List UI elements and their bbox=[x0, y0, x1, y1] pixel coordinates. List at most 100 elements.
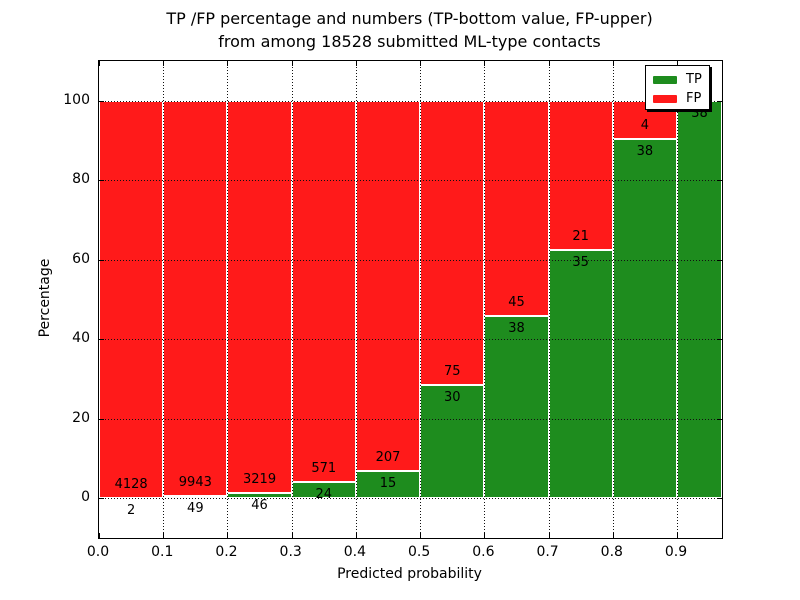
bar-fp-0.6 bbox=[484, 100, 549, 317]
x-tick-mark-top bbox=[292, 61, 293, 66]
y-tick-mark-right bbox=[717, 101, 722, 102]
bar-fp-0.5 bbox=[420, 100, 485, 385]
value-label-fp: 3219 bbox=[243, 471, 277, 487]
x-tick-mark bbox=[356, 533, 357, 538]
legend-item-fp: FP bbox=[653, 90, 709, 107]
y-tick-label: 80 bbox=[72, 171, 90, 188]
chart-title: TP /FP percentage and numbers (TP-bottom… bbox=[98, 7, 721, 53]
x-tick-mark bbox=[227, 533, 228, 538]
bar-tp-0.5 bbox=[420, 384, 485, 499]
gridline-x-0.9 bbox=[677, 61, 678, 538]
value-label-tp: 30 bbox=[443, 389, 461, 405]
gridline-x-0.2 bbox=[227, 61, 228, 538]
value-label-tp: 49 bbox=[187, 501, 204, 517]
bar-fp-0.2 bbox=[227, 100, 292, 493]
y-tick-mark-right bbox=[717, 260, 722, 261]
x-tick-label: 0.8 bbox=[600, 544, 623, 560]
fp-color-swatch bbox=[653, 94, 677, 103]
x-tick-mark bbox=[613, 533, 614, 538]
y-tick-label: 100 bbox=[63, 91, 90, 108]
bar-tp-0.4 bbox=[355, 471, 421, 499]
x-tick-mark-top bbox=[99, 61, 100, 66]
x-tick-mark-top bbox=[356, 61, 357, 66]
bar-tp-0.9 bbox=[677, 100, 722, 499]
x-tick-label: 0.9 bbox=[664, 544, 688, 560]
bar-tp-0.8 bbox=[612, 138, 678, 499]
x-tick-mark-top bbox=[613, 61, 614, 66]
chart-title-line2: from among 18528 submitted ML-type conta… bbox=[218, 32, 601, 51]
y-tick-label: 20 bbox=[72, 409, 90, 426]
value-label-tp: 46 bbox=[251, 497, 268, 513]
y-tick-mark-right bbox=[717, 498, 722, 499]
x-tick-mark-top bbox=[677, 61, 678, 66]
x-tick-mark bbox=[484, 533, 485, 538]
x-tick-label: 0.1 bbox=[151, 544, 174, 560]
y-tick-label: 0 bbox=[81, 489, 90, 506]
value-label-tp: 15 bbox=[379, 476, 397, 492]
x-tick-label: 0.3 bbox=[279, 544, 302, 560]
x-tick-mark bbox=[163, 533, 164, 538]
y-tick-mark-right bbox=[717, 180, 722, 181]
chart-title-line1: TP /FP percentage and numbers (TP-bottom… bbox=[166, 9, 653, 28]
x-tick-mark bbox=[420, 533, 421, 538]
x-axis-label: Predicted probability bbox=[337, 566, 482, 582]
gridline-x-0.6 bbox=[484, 61, 485, 538]
y-tick-mark bbox=[99, 260, 104, 261]
gridline-x-0.3 bbox=[292, 61, 293, 538]
y-tick-mark bbox=[99, 419, 104, 420]
legend: TP FP bbox=[645, 65, 710, 110]
x-tick-label: 0.7 bbox=[536, 544, 559, 560]
y-tick-mark bbox=[99, 339, 104, 340]
y-tick-mark bbox=[99, 180, 104, 181]
bar-fp-0.4 bbox=[355, 100, 421, 472]
x-tick-label: 0.4 bbox=[343, 544, 367, 560]
value-label-tp: 24 bbox=[315, 487, 333, 503]
plot-area: 4128 2 9943 49 3219 46 571 24 207 15 75 30 45 38 21 35 4… bbox=[98, 60, 723, 539]
y-tick-label: 60 bbox=[72, 250, 90, 267]
value-label-fp: 4 bbox=[640, 117, 650, 133]
value-label-fp: 571 bbox=[311, 461, 337, 477]
gridline-y-100 bbox=[99, 101, 722, 102]
x-tick-label: 0.5 bbox=[407, 544, 431, 560]
bar-fp-0.0 bbox=[99, 100, 164, 499]
gridline-y-40 bbox=[99, 339, 722, 340]
legend-label-tp: TP bbox=[686, 71, 702, 87]
gridline-x-0.5 bbox=[420, 61, 421, 538]
x-tick-mark-top bbox=[420, 61, 421, 66]
gridline-x-0.4 bbox=[356, 61, 357, 538]
gridline-y-0 bbox=[99, 498, 722, 499]
y-tick-mark bbox=[99, 101, 104, 102]
bar-fp-0.3 bbox=[291, 100, 356, 483]
x-tick-mark bbox=[677, 533, 678, 538]
x-tick-label: 0.0 bbox=[86, 544, 110, 560]
bar-fp-0.1 bbox=[163, 100, 228, 497]
gridline-y-80 bbox=[99, 180, 722, 181]
tp-color-swatch bbox=[653, 75, 677, 84]
x-tick-label: 0.6 bbox=[472, 544, 495, 560]
y-tick-mark bbox=[99, 498, 104, 499]
value-label-fp: 21 bbox=[572, 228, 589, 244]
x-tick-mark bbox=[99, 533, 100, 538]
y-axis-label: Percentage bbox=[37, 258, 53, 338]
y-tick-label: 40 bbox=[72, 330, 90, 347]
legend-label-fp: FP bbox=[686, 90, 702, 106]
bar-fp-0.7 bbox=[548, 100, 613, 250]
value-label-fp: 75 bbox=[443, 363, 461, 379]
bar-tp-0.6 bbox=[484, 316, 549, 499]
value-label-tp: 38 bbox=[508, 321, 525, 337]
x-tick-mark-top bbox=[227, 61, 228, 66]
value-label-tp: 2 bbox=[126, 503, 136, 519]
gridline-x-0.8 bbox=[613, 61, 614, 538]
value-label-fp: 9943 bbox=[178, 475, 212, 491]
y-tick-mark-right bbox=[717, 419, 722, 420]
value-label-tp: 35 bbox=[572, 254, 589, 270]
x-tick-label: 0.2 bbox=[215, 544, 238, 560]
value-label-fp: 4128 bbox=[114, 477, 148, 493]
x-tick-mark-top bbox=[484, 61, 485, 66]
value-label-fp: 207 bbox=[375, 450, 401, 466]
gridline-x-0.1 bbox=[163, 61, 164, 538]
gridline-x-0.7 bbox=[549, 61, 550, 538]
bar-tp-0.7 bbox=[548, 249, 613, 499]
value-label-tp: 38 bbox=[636, 143, 654, 159]
